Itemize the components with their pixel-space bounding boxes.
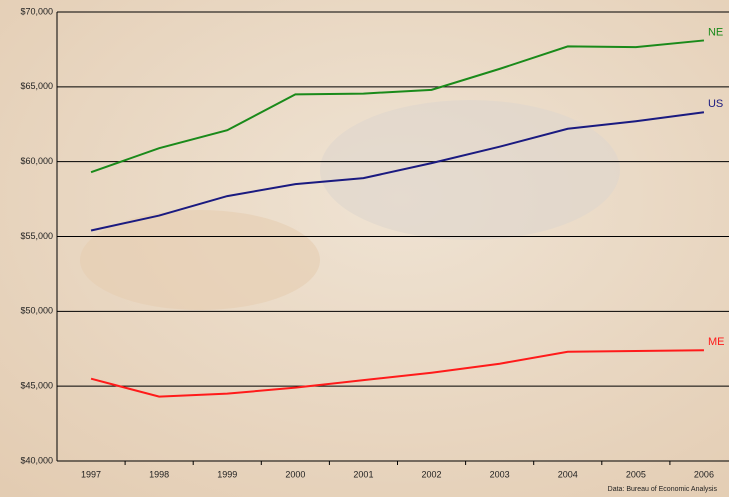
y-tick-label: $55,000 bbox=[20, 231, 53, 241]
x-tick-label: 2004 bbox=[558, 469, 578, 479]
x-tick-label: 1998 bbox=[149, 469, 169, 479]
background-shape bbox=[80, 210, 320, 310]
x-tick-label: 2006 bbox=[694, 469, 714, 479]
series-label: NE bbox=[708, 26, 723, 38]
x-tick-label: 1999 bbox=[217, 469, 237, 479]
y-tick-label: $65,000 bbox=[20, 81, 53, 91]
x-tick-label: 2003 bbox=[490, 469, 510, 479]
y-tick-label: $60,000 bbox=[20, 156, 53, 166]
x-tick-label: 1997 bbox=[81, 469, 101, 479]
series-line bbox=[90, 111, 705, 232]
series-label: US bbox=[708, 98, 723, 110]
y-tick-label: $45,000 bbox=[20, 381, 53, 391]
y-tick-label: $50,000 bbox=[20, 306, 53, 316]
series-line bbox=[90, 39, 705, 174]
y-tick-label: $70,000 bbox=[20, 6, 53, 16]
x-tick-label: 2000 bbox=[285, 469, 305, 479]
series-label: ME bbox=[708, 336, 725, 348]
y-tick-label: $40,000 bbox=[20, 455, 53, 465]
x-tick-label: 2001 bbox=[353, 469, 373, 479]
background-shape bbox=[320, 100, 620, 240]
x-tick-label: 2002 bbox=[422, 469, 442, 479]
x-tick-label: 2005 bbox=[626, 469, 646, 479]
series-line bbox=[90, 349, 704, 398]
source-note: Data: Bureau of Economic Analysis bbox=[608, 486, 718, 493]
